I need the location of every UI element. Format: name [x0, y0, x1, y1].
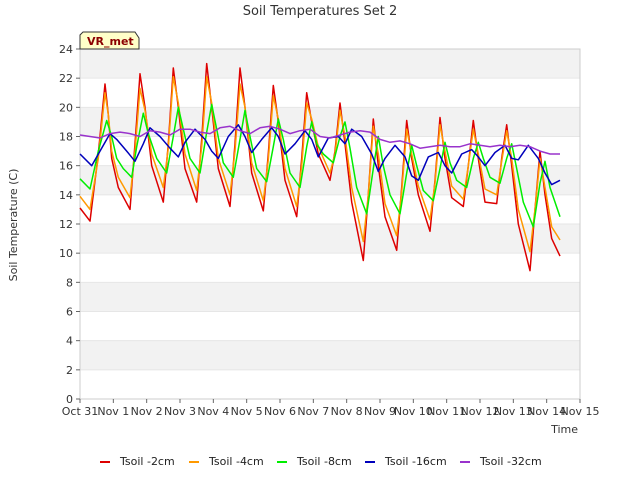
y-tick-label: 10: [59, 247, 73, 260]
y-tick-label: 16: [59, 160, 73, 173]
x-tick-label: Nov 2: [131, 405, 163, 418]
y-tick-label: 14: [59, 189, 73, 202]
legend-label-5: Tsoil -32cm: [479, 455, 542, 468]
x-tick-label: Nov 11: [427, 405, 466, 418]
station-badge: VR_met: [79, 31, 140, 50]
series-layer: [79, 62, 561, 272]
series-line-5: [79, 125, 560, 155]
y-tick-label: 22: [59, 72, 73, 85]
grid-band: [80, 107, 580, 137]
y-tick-label: 8: [66, 276, 73, 289]
station-badge-shape: [79, 31, 140, 50]
x-tick-label: Nov 4: [197, 405, 229, 418]
series-line-1: [79, 62, 561, 272]
legend-label-2: Tsoil -4cm: [208, 455, 264, 468]
grid-band: [80, 78, 580, 108]
x-axis-title: Time: [550, 423, 578, 436]
legend-label-4: Tsoil -16cm: [384, 455, 447, 468]
x-tick-label: Nov 5: [231, 405, 263, 418]
legend: Tsoil -2cm Tsoil -4cm Tsoil -8cm Tsoil -16c…: [100, 455, 542, 468]
grid-band: [80, 194, 580, 224]
grid-band: [80, 49, 580, 79]
x-axis-ticks: Oct 31 Nov 1 Nov 2 Nov 3 Nov 4 Nov 5 Nov 6 Nov …: [62, 399, 600, 418]
x-tick-label: Nov 14: [527, 405, 566, 418]
y-tick-label: 0: [66, 393, 73, 406]
y-tick-label: 2: [66, 364, 73, 377]
x-tick-label: Nov 7: [297, 405, 329, 418]
grid-band: [80, 311, 580, 341]
x-tick-label: Nov 6: [264, 405, 296, 418]
y-tick-label: 12: [59, 218, 73, 231]
series-line-4: [79, 124, 561, 186]
x-tick-label: Nov 9: [364, 405, 396, 418]
grid-band: [80, 253, 580, 283]
station-badge-label: VR_met: [87, 35, 134, 48]
x-tick-label: Nov 10: [394, 405, 433, 418]
x-tick-label: Nov 3: [164, 405, 196, 418]
y-tick-label: 6: [66, 306, 73, 319]
y-tick-label: 20: [59, 101, 73, 114]
chart-title: Soil Temperatures Set 2: [243, 4, 398, 19]
grid-band: [80, 224, 580, 254]
legend-label-3: Tsoil -8cm: [296, 455, 352, 468]
y-tick-label: 24: [59, 43, 73, 56]
grid-band: [80, 282, 580, 312]
x-tick-label: Nov 13: [494, 405, 533, 418]
x-tick-label: Nov 15: [561, 405, 600, 418]
grid-band: [80, 340, 580, 370]
x-tick-label: Oct 31: [62, 405, 99, 418]
y-tick-label: 4: [66, 335, 73, 348]
y-axis-title: Soil Temperature (C): [7, 169, 20, 282]
y-tick-label: 18: [59, 131, 73, 144]
grid-bands: [80, 48, 580, 400]
x-tick-label: Nov 1: [97, 405, 129, 418]
grid-band: [80, 369, 580, 399]
x-tick-label: Nov 8: [331, 405, 363, 418]
x-tick-label: Nov 12: [461, 405, 500, 418]
legend-label-1: Tsoil -2cm: [119, 455, 175, 468]
